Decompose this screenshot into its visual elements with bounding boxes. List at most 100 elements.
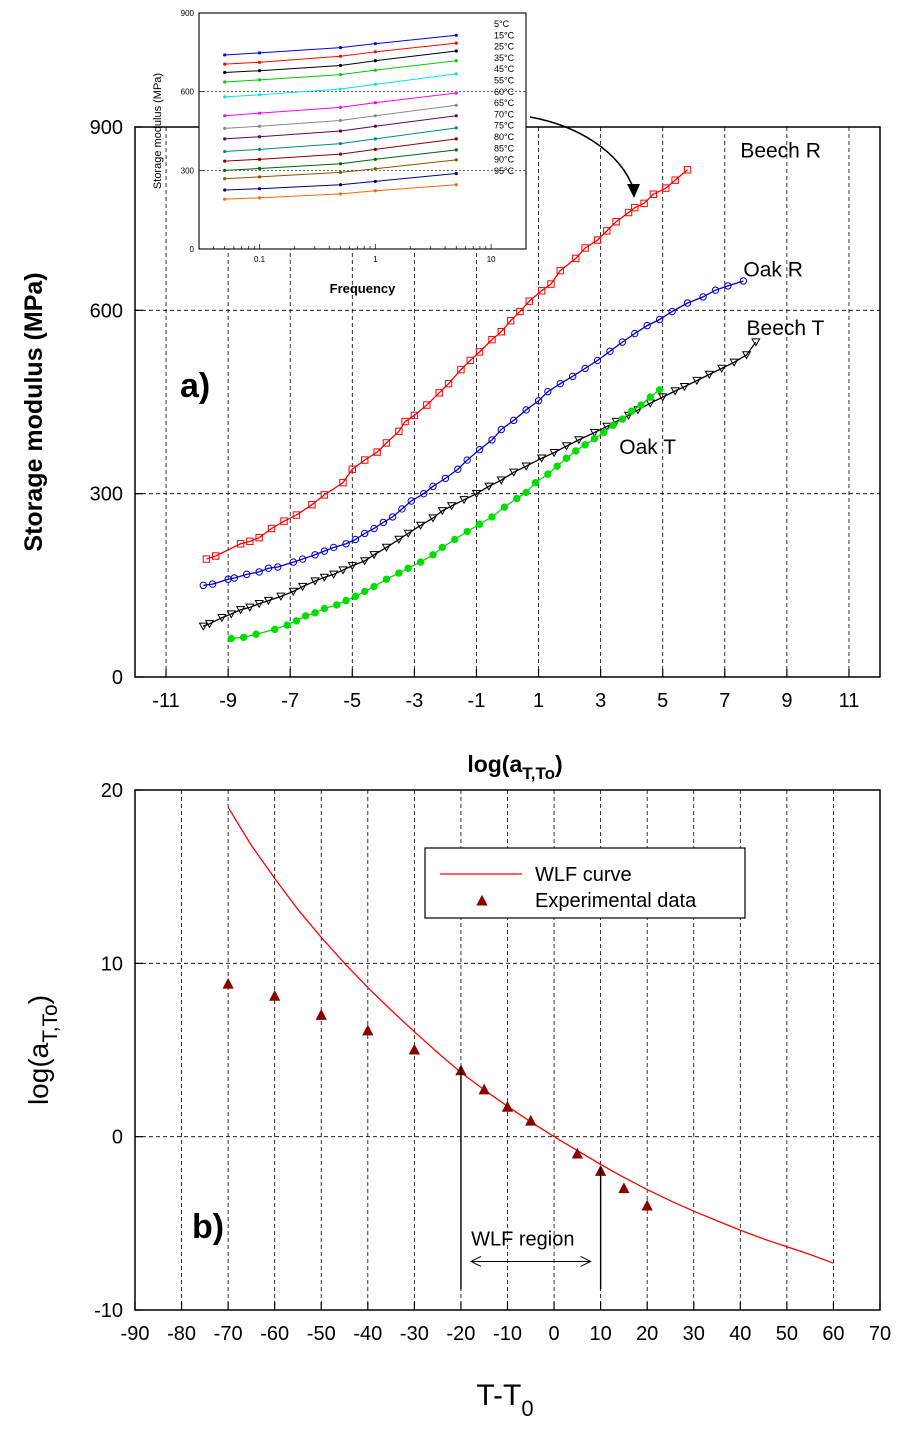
x-tick-label: 20 <box>636 1323 658 1345</box>
legend-swatch-experimental-data <box>476 894 488 906</box>
inset-data-point <box>373 101 377 105</box>
data-point-beech-t <box>521 462 531 471</box>
inset-data-point <box>454 158 458 162</box>
inset-legend-label-25-c: 25°C <box>494 42 515 52</box>
inset-data-point <box>373 114 377 118</box>
data-point-oak-r <box>544 387 552 396</box>
data-point-oak-t <box>590 434 599 443</box>
inset-y-tick-label: 0 <box>190 245 195 254</box>
legend-label-experimental-data: Experimental data <box>535 890 697 912</box>
data-point-oak-r <box>618 338 627 346</box>
series-line-beech-t <box>203 341 757 627</box>
inset-data-point <box>454 148 458 152</box>
data-point-oak-t <box>513 494 521 503</box>
inset-data-point <box>257 175 262 179</box>
data-point-oak-r <box>488 436 496 444</box>
data-point-oak-r <box>419 489 428 498</box>
data-point-beech-t <box>415 521 426 530</box>
y-axis-label-close: ) <box>23 995 54 1004</box>
data-point-oak-r <box>497 425 505 434</box>
data-point-oak-r <box>311 551 319 559</box>
data-point-oak-r <box>298 555 307 563</box>
data-point-beech-t <box>484 482 494 491</box>
panel-b-shift-factor-chart: -90 -80 -70 -60 -50 -40 -30 -20 -10 0 10 20 30 40 50 60… <box>23 780 891 1421</box>
series-label-oak-r: Oak R <box>743 259 803 282</box>
data-point-beech-t <box>394 535 404 545</box>
x-tick-label: 3 <box>595 690 606 712</box>
x-tick-label: -3 <box>405 690 423 712</box>
inset-data-point <box>257 93 262 97</box>
inset-frequency-chart: 0.1 1 10 0 300 600 900 Frequency Storage modulus… <box>152 9 527 296</box>
data-point-beech-r <box>423 401 431 409</box>
data-point-oak-t <box>618 415 627 423</box>
wlf-region-label: WLF region <box>471 1228 574 1250</box>
data-point-oak-t <box>627 407 636 415</box>
data-point-experimental <box>641 1199 653 1211</box>
inset-legend-label-65-c: 65°C <box>494 98 515 108</box>
data-point-experimental <box>315 1009 327 1020</box>
data-point-oak-t <box>395 569 403 577</box>
inset-x-tick-label: 10 <box>487 255 496 264</box>
x-tick-label: -60 <box>260 1323 289 1345</box>
data-point-beech-r <box>525 297 533 305</box>
data-point-oak-r <box>361 529 369 538</box>
data-point-oak-r <box>274 563 282 571</box>
inset-series-80-c: 80°C <box>223 132 515 172</box>
data-point-beech-r <box>308 500 316 509</box>
x-tick-label: 5 <box>657 690 668 712</box>
data-point-beech-r <box>202 555 211 563</box>
inset-legend-label-75-c: 75°C <box>494 121 515 131</box>
data-point-oak-r <box>534 397 543 405</box>
x-tick-label: -11 <box>152 690 179 712</box>
data-point-oak-t <box>463 527 471 536</box>
data-point-beech-r <box>581 244 589 252</box>
data-point-beech-r <box>401 417 409 426</box>
inset-x-tick-label: 0.1 <box>254 255 266 264</box>
series-oak-t: Oak T <box>227 386 676 643</box>
data-point-oak-t <box>351 592 360 601</box>
inset-data-point <box>373 157 377 161</box>
inset-legend-label-85-c: 85°C <box>494 143 515 153</box>
y-axis-label: log(aT,To) <box>23 995 62 1105</box>
x-tick-label: 30 <box>683 1323 705 1345</box>
x-tick-label: -50 <box>307 1323 336 1345</box>
data-point-oak-r <box>724 282 732 290</box>
inset-data-point <box>223 53 227 57</box>
y-tick-label: 0 <box>112 667 123 689</box>
data-point-beech-t <box>245 603 255 612</box>
data-point-oak-r <box>454 465 462 473</box>
inset-frame <box>198 12 527 250</box>
x-tick-label: 40 <box>729 1323 751 1345</box>
data-point-beech-t <box>692 376 702 386</box>
data-point-beech-t <box>235 606 246 615</box>
data-point-beech-t <box>204 620 215 629</box>
inset-series-90-c: 90°C <box>223 155 515 192</box>
data-point-beech-r <box>255 533 263 542</box>
inset-data-point <box>338 73 343 77</box>
data-point-beech-t <box>263 596 274 606</box>
data-point-oak-r <box>243 570 251 579</box>
data-point-oak-r <box>230 574 239 582</box>
x-tick-label: 10 <box>590 1323 612 1345</box>
data-point-oak-t <box>342 596 350 605</box>
inset-data-point <box>257 69 262 73</box>
inset-data-point <box>454 103 458 107</box>
series-line-oak-r <box>203 280 744 586</box>
data-point-beech-r <box>457 365 465 374</box>
inset-data-point <box>338 170 343 175</box>
data-point-oak-r <box>556 379 564 388</box>
y-tick-label: 0 <box>112 1127 123 1149</box>
data-point-beech-r <box>395 427 403 436</box>
inset-data-point <box>257 157 262 161</box>
data-point-oak-r <box>441 474 450 483</box>
data-point-oak-r <box>255 568 263 576</box>
inset-data-point <box>373 167 377 171</box>
inset-data-point <box>257 60 262 64</box>
inset-legend-label-15-c: 15°C <box>494 30 515 40</box>
inset-data-point <box>338 63 343 68</box>
inset-data-point <box>454 59 458 63</box>
series-label-oak-t: Oak T <box>619 436 676 459</box>
inset-data-point <box>454 49 458 53</box>
inset-data-point <box>454 72 458 76</box>
